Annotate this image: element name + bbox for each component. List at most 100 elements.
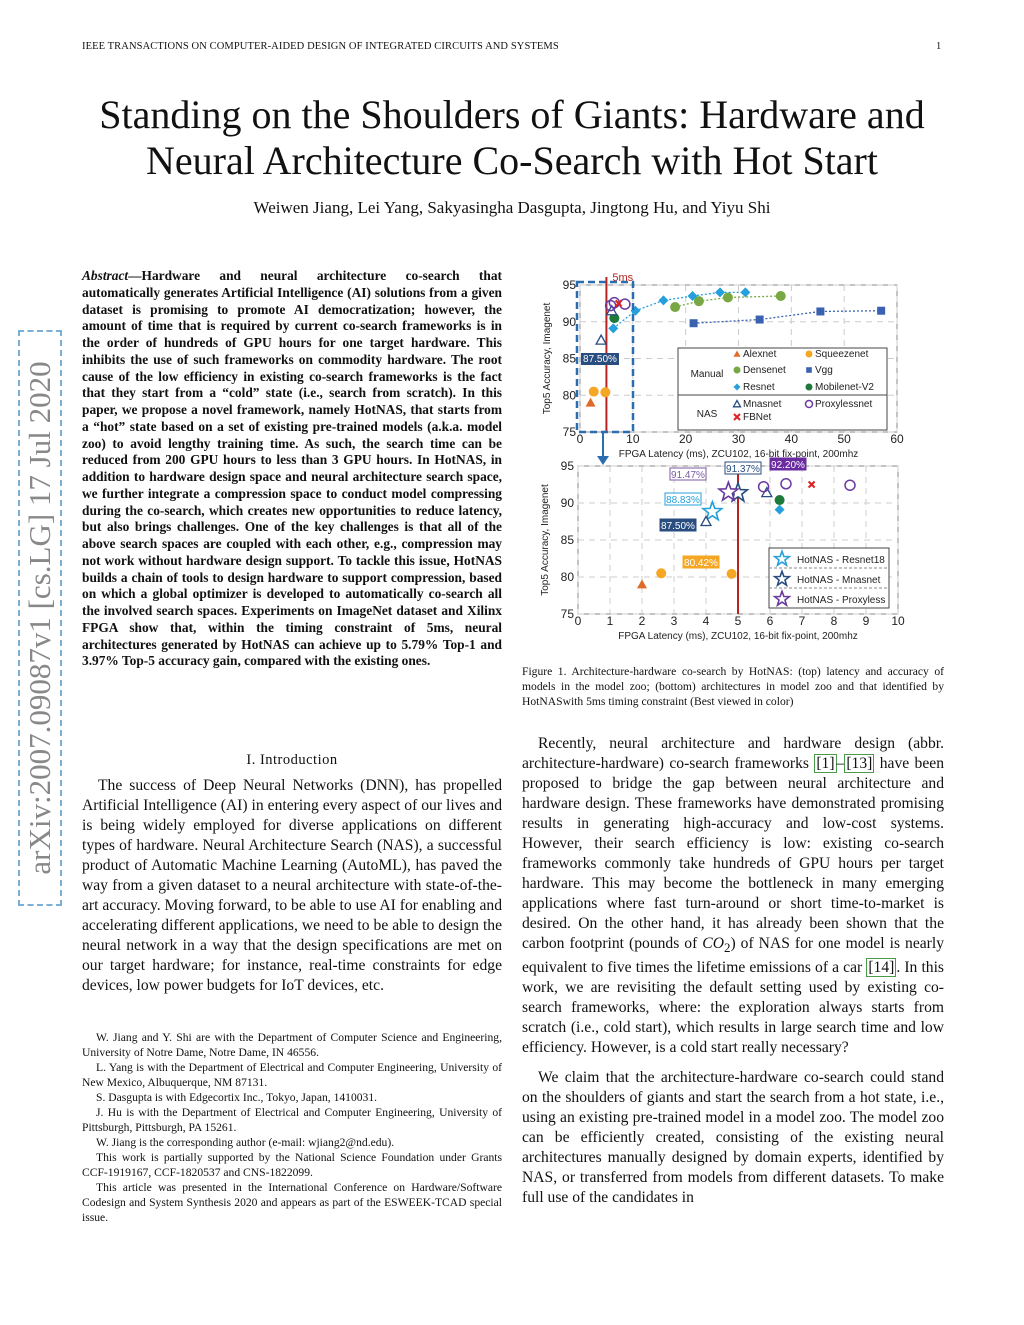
x-tick-label: 40 [785, 432, 799, 446]
x-tick-label: 10 [891, 614, 905, 628]
y-tick-label: 95 [563, 278, 577, 292]
text: – [836, 755, 845, 772]
text: 2 [723, 940, 731, 956]
x-tick-label: 3 [671, 614, 678, 628]
legend-entry: FBNet [743, 412, 772, 423]
legend-group-label: Manual [691, 369, 724, 380]
data-point [740, 287, 751, 298]
data-point [774, 504, 785, 515]
paragraph: Recently, neural architecture and hardwa… [522, 734, 944, 1058]
accuracy-label: 87.50% [583, 354, 617, 365]
data-point [608, 323, 619, 334]
label-bg [659, 518, 697, 532]
footnote: L. Yang is with the Department of Electr… [82, 1061, 502, 1089]
zoom-arrowhead [597, 456, 609, 465]
accuracy-label: 80.42% [684, 558, 718, 569]
data-point [600, 387, 611, 398]
title-line-1: Standing on the Shoulders of Giants: Har… [99, 92, 925, 137]
intro-paragraph: The success of Deep Neural Networks (DNN… [82, 777, 502, 994]
label-bg [669, 467, 707, 481]
abstract-text: —Hardware and neural architecture co-sea… [82, 268, 502, 669]
title-line-2: Neural Architecture Co-Search with Hot S… [146, 138, 878, 183]
citation-link[interactable]: [1] [814, 754, 837, 773]
x-tick-label: 30 [732, 432, 746, 446]
data-point [595, 333, 608, 345]
footnote: W. Jiang is the corresponding author (e-… [96, 1136, 395, 1149]
footnote: S. Dasgupta is with Edgecortix Inc., Tok… [96, 1091, 378, 1104]
legend-marker [733, 366, 741, 374]
legend-marker [805, 383, 813, 391]
label-bg [581, 353, 619, 365]
footnote: J. Hu is with the Department of Electric… [82, 1106, 502, 1134]
data-point-stroke [807, 480, 816, 489]
y-tick-label: 90 [563, 315, 577, 329]
x-tick-label: 50 [837, 432, 851, 446]
x-axis-label: FPGA Latency (ms), ZCU102, 16-bit fix-po… [619, 449, 859, 460]
text: ) of NAS for one model is nearly equival… [522, 935, 944, 977]
y-tick-label: 85 [561, 533, 575, 547]
data-point [700, 499, 725, 522]
legend-marker [732, 399, 742, 408]
x-tick-label: 9 [863, 614, 870, 628]
series-line [693, 310, 882, 324]
x-tick-label: 0 [575, 614, 582, 628]
label-bg [769, 457, 807, 471]
legend-entry: Alexnet [743, 349, 777, 360]
x-tick-label: 8 [831, 614, 838, 628]
legend-entry: HotNAS - Mnasnet [797, 575, 881, 586]
footnotes: W. Jiang and Y. Shi are with the Departm… [82, 1030, 502, 1225]
legend-marker [733, 383, 741, 391]
data-point [656, 568, 667, 579]
legend-marker [772, 588, 792, 608]
citation-link[interactable]: [14] [866, 958, 897, 978]
y-tick-label: 80 [563, 388, 577, 402]
footnote: This work is partially supported by the … [82, 1151, 502, 1179]
accuracy-label: 87.50% [661, 521, 695, 532]
paragraph: We claim that the architecture-hardware … [522, 1069, 944, 1207]
data-point [693, 296, 704, 307]
label-bg [724, 461, 762, 475]
legend-marker [733, 350, 741, 357]
legend-box [677, 347, 888, 431]
accuracy-label: 92.20% [771, 460, 805, 471]
legend-group-label: NAS [697, 409, 718, 420]
data-point [757, 480, 770, 493]
legend-entry: HotNAS - Resnet18 [797, 555, 885, 566]
series-line [612, 291, 746, 329]
x-tick-label: 7 [799, 614, 806, 628]
y-tick-label: 80 [561, 570, 575, 584]
legend-entry: Resnet [743, 382, 775, 393]
legend-box [768, 547, 890, 609]
data-point [816, 307, 825, 316]
running-head: IEEE TRANSACTIONS ON COMPUTER-AIDED DESI… [82, 41, 559, 52]
x-tick-label: 2 [639, 614, 646, 628]
legend-entry: Densenet [743, 365, 786, 376]
accuracy-label: 91.37% [726, 464, 760, 475]
data-point [755, 315, 764, 324]
legend-entry: Mnasnet [743, 399, 782, 410]
citation-link[interactable]: [13] [844, 754, 875, 773]
data-point [877, 306, 886, 315]
legend-entry: Proxylessnet [815, 399, 872, 410]
footnote: This article was presented in the Intern… [82, 1181, 502, 1224]
data-point [585, 397, 596, 407]
x-tick-label: 10 [626, 432, 640, 446]
accuracy-label: 91.47% [671, 470, 705, 481]
x-tick-label: 4 [703, 614, 710, 628]
label-bg [682, 555, 720, 569]
legend-marker [805, 350, 813, 358]
abstract-label: Abstract [82, 268, 129, 283]
arxiv-watermark: arXiv:2007.09087v1 [cs.LG] 17 Jul 2020 [18, 330, 62, 906]
data-point [775, 291, 786, 302]
x-tick-label: 1 [607, 614, 614, 628]
x-axis-label: FPGA Latency (ms), ZCU102, 16-bit fix-po… [618, 631, 858, 642]
x-tick-label: 5 [735, 614, 742, 628]
data-point [715, 287, 726, 298]
abstract: Abstract—Hardware and neural architectur… [82, 268, 502, 670]
data-point [699, 515, 713, 527]
data-point [722, 292, 733, 303]
x-tick-label: 0 [577, 432, 584, 446]
data-point [630, 305, 641, 316]
legend-marker [733, 413, 741, 421]
